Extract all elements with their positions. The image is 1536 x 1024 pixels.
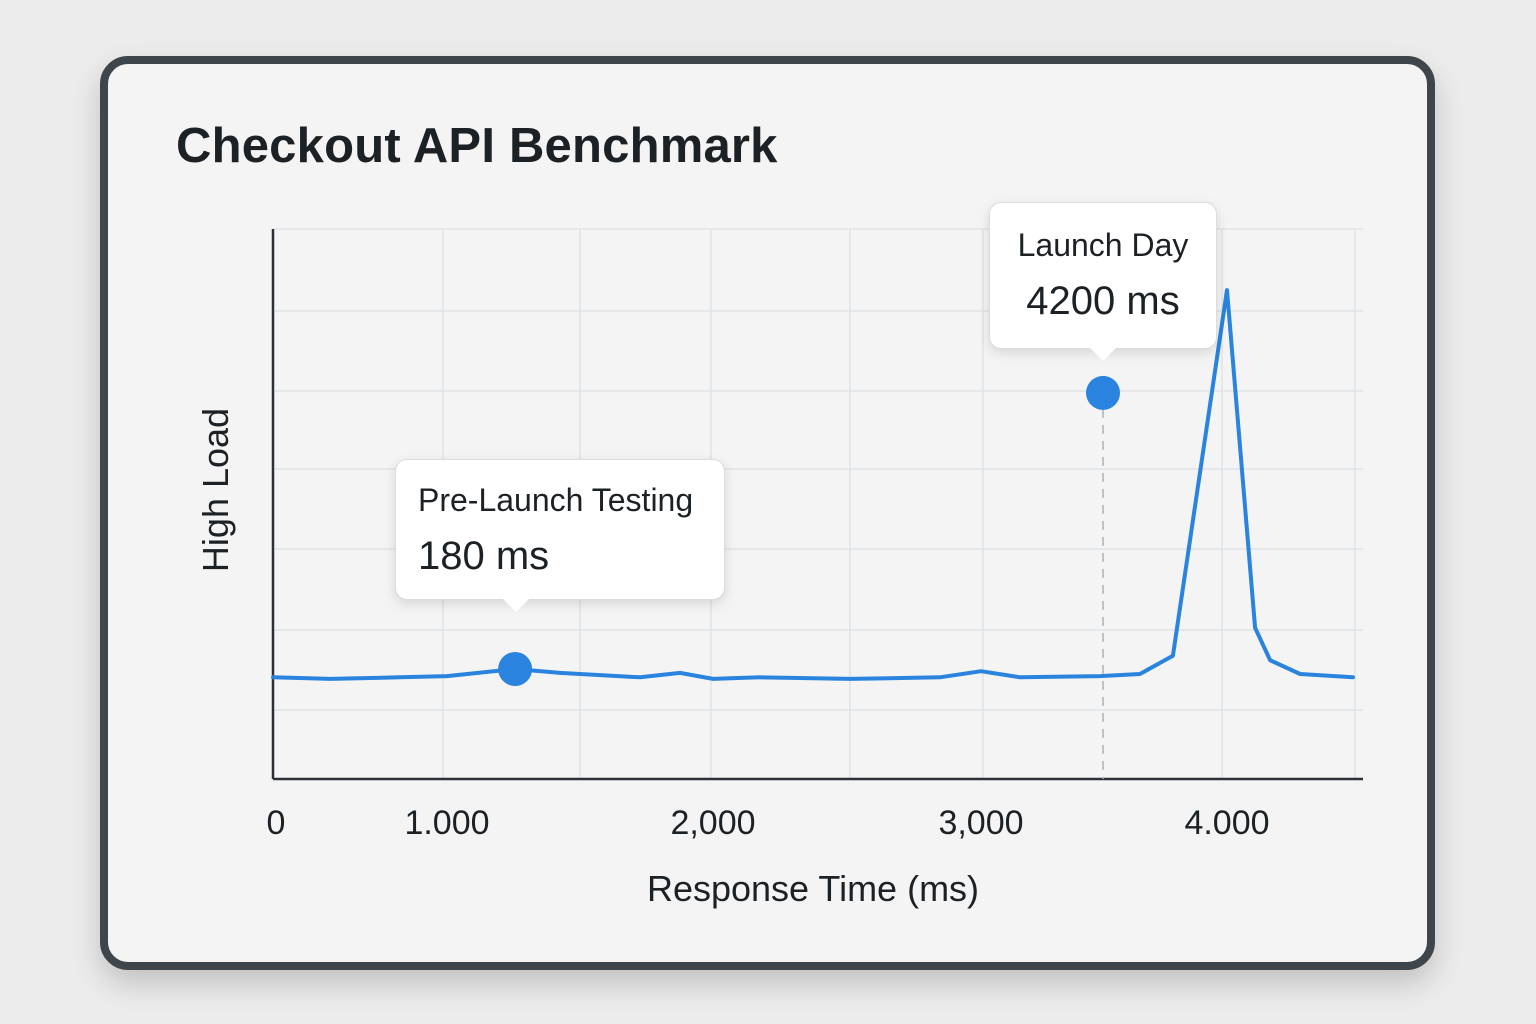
x-tick-label: 2,000	[670, 804, 756, 842]
x-axis-label: Response Time (ms)	[646, 868, 980, 909]
annotation-value: 180 ms	[418, 534, 550, 578]
annotation-value: 4200 ms	[1026, 279, 1180, 323]
annotation-pointer	[1090, 348, 1116, 361]
chart-title: Checkout API Benchmark	[176, 119, 778, 173]
x-tick-label: 4.000	[1184, 804, 1270, 842]
x-tick-label: 0	[266, 804, 286, 842]
annotation-pre-launch: Pre-Launch Testing 180 ms	[395, 459, 725, 612]
annotation-label: Launch Day	[1017, 227, 1189, 263]
annotation-marker	[498, 652, 533, 686]
annotation-launch-day: Launch Day 4200 ms	[989, 202, 1217, 361]
annotation-marker	[1086, 375, 1121, 410]
x-tick-label: 3,000	[938, 804, 1024, 842]
y-axis-label: High Load	[195, 407, 236, 573]
annotation-pointer	[503, 599, 529, 612]
series-line	[271, 288, 1355, 681]
annotation-label: Pre-Launch Testing	[418, 482, 694, 518]
x-tick-label: 1.000	[404, 804, 490, 842]
